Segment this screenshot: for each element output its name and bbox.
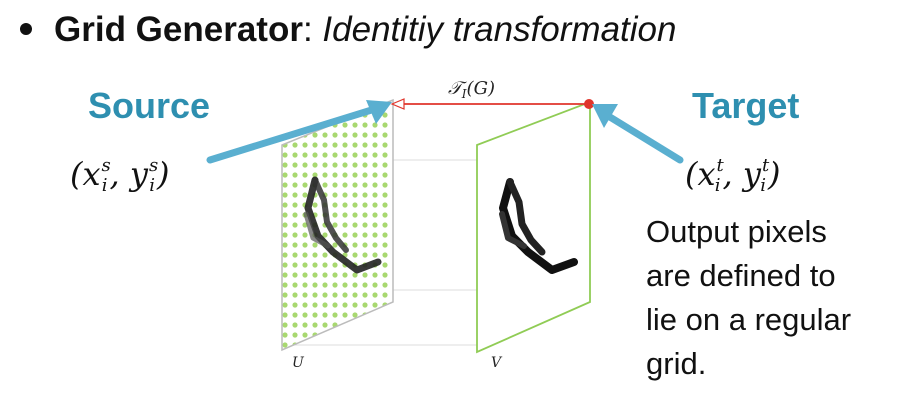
plane-u-label: U <box>292 355 305 371</box>
slide-title: Grid Generator: Identitiy transformation <box>20 10 676 50</box>
note-line: lie on a regular <box>646 302 852 337</box>
source-pointer-arrow <box>206 100 392 164</box>
source-coordinate: (xsi, ysi) <box>70 155 170 196</box>
target-label: Target <box>692 85 800 126</box>
bullet-icon <box>20 22 32 35</box>
transform-label: 𝒯I(G) <box>448 78 495 101</box>
target-point-icon <box>584 99 594 109</box>
output-note: Output pixels are defined to lie on a re… <box>646 210 916 386</box>
source-label: Source <box>88 85 211 126</box>
target-plane: V <box>476 100 591 371</box>
note-line: grid. <box>646 346 707 381</box>
target-pointer-arrow <box>592 104 684 164</box>
plane-v-label: V <box>491 355 503 371</box>
note-line: are defined to <box>646 258 836 293</box>
title-strong: Grid Generator <box>54 10 303 49</box>
target-coordinate: (xti, yti) <box>685 155 781 196</box>
title-separator: : <box>302 10 313 49</box>
transform-arrow: 𝒯I(G) <box>390 78 594 110</box>
source-digit-image <box>303 176 382 274</box>
title-italic: Identitiy transformation <box>322 10 677 49</box>
target-digit-image <box>499 178 578 274</box>
source-plane: U <box>281 98 394 371</box>
note-line: Output pixels <box>646 214 827 249</box>
